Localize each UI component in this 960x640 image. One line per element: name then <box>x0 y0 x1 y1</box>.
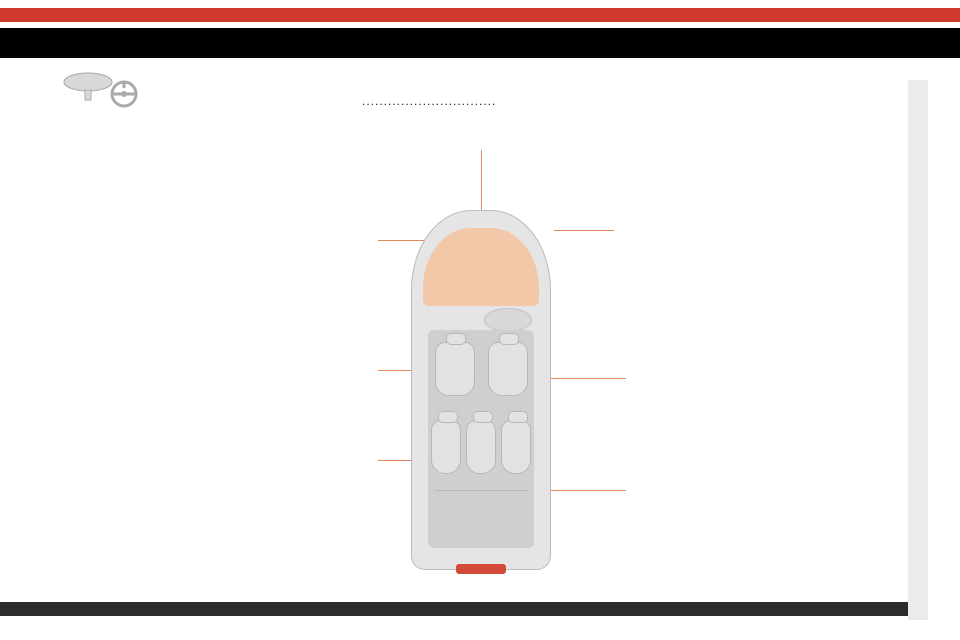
vehicle-figure <box>386 180 576 580</box>
front-seat-row <box>428 342 534 406</box>
rear-bumper <box>456 564 506 574</box>
toc-pages <box>616 92 618 111</box>
car-sunroof <box>484 308 532 332</box>
bottom-bar <box>0 602 908 616</box>
interior-icon <box>60 68 148 108</box>
toc-dots: ............................... <box>362 92 616 111</box>
seat <box>466 420 496 474</box>
top-accent-bar <box>0 8 960 22</box>
top-black-bar <box>0 28 960 58</box>
bench-divider <box>434 490 528 491</box>
callout-line <box>554 230 614 231</box>
right-margin-strip <box>908 80 928 620</box>
seat <box>501 420 531 474</box>
seat <box>431 420 461 474</box>
rear-seat-row <box>428 420 534 478</box>
seat <box>488 342 528 396</box>
car-interior <box>428 330 534 548</box>
top-center-block: ............................... <box>348 92 618 111</box>
seat <box>435 342 475 396</box>
callout-whiteout <box>554 356 626 378</box>
